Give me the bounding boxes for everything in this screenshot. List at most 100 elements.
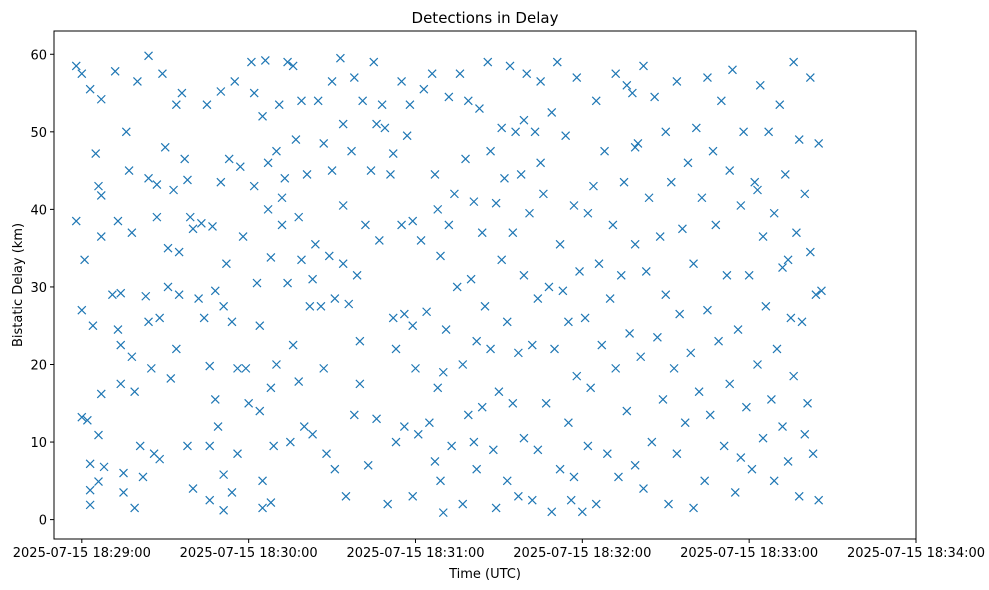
data-point bbox=[533, 294, 543, 303]
data-point bbox=[647, 437, 657, 447]
data-point bbox=[221, 259, 231, 269]
data-point bbox=[789, 57, 799, 67]
data-point bbox=[96, 389, 106, 399]
data-point bbox=[516, 170, 526, 179]
data-point bbox=[319, 363, 329, 373]
data-point bbox=[277, 220, 287, 230]
x-axis-title: Time (UTC) bbox=[448, 567, 521, 582]
data-point bbox=[488, 445, 498, 455]
data-point bbox=[171, 344, 181, 354]
data-point bbox=[338, 259, 348, 269]
data-point bbox=[113, 216, 123, 226]
data-point bbox=[555, 239, 565, 249]
data-point bbox=[121, 127, 131, 137]
data-point bbox=[655, 232, 665, 241]
data-point bbox=[255, 406, 265, 416]
data-point bbox=[722, 270, 732, 280]
data-point bbox=[352, 270, 362, 280]
data-point bbox=[758, 232, 768, 241]
data-point bbox=[146, 363, 156, 373]
data-point bbox=[94, 477, 103, 487]
data-point bbox=[94, 181, 103, 191]
data-point bbox=[205, 441, 215, 451]
data-point bbox=[210, 286, 220, 296]
data-point bbox=[288, 61, 298, 71]
data-point bbox=[266, 498, 276, 507]
data-point bbox=[461, 154, 470, 164]
data-point bbox=[714, 336, 723, 346]
data-point bbox=[522, 69, 532, 79]
data-point bbox=[786, 313, 796, 323]
data-point bbox=[199, 313, 209, 323]
data-point bbox=[266, 253, 276, 262]
data-point bbox=[536, 76, 546, 86]
data-point bbox=[77, 69, 87, 79]
data-point bbox=[708, 146, 718, 156]
data-point bbox=[399, 309, 409, 319]
data-point bbox=[411, 363, 420, 373]
data-point bbox=[586, 383, 596, 393]
data-point bbox=[778, 263, 787, 272]
data-point bbox=[477, 228, 487, 238]
data-point bbox=[96, 190, 106, 200]
data-point bbox=[433, 204, 443, 214]
y-tick-label: 0 bbox=[39, 514, 47, 529]
data-point bbox=[580, 313, 590, 323]
data-point bbox=[792, 228, 801, 238]
x-tick-label: 2025-07-15 18:33:00 bbox=[680, 546, 818, 561]
data-point bbox=[422, 307, 432, 317]
data-point bbox=[227, 488, 237, 497]
data-point bbox=[650, 92, 660, 102]
data-point bbox=[349, 410, 359, 420]
data-point bbox=[630, 142, 640, 152]
data-point bbox=[817, 286, 826, 296]
data-point bbox=[241, 363, 251, 373]
data-point bbox=[525, 208, 534, 218]
data-point bbox=[455, 69, 465, 79]
data-point bbox=[661, 290, 671, 300]
data-point bbox=[77, 412, 87, 422]
data-point bbox=[675, 309, 685, 319]
data-point bbox=[349, 73, 359, 82]
data-point bbox=[627, 88, 637, 98]
data-point bbox=[805, 73, 815, 82]
data-point bbox=[155, 313, 165, 323]
y-tick-label: 60 bbox=[30, 48, 47, 63]
data-point bbox=[547, 108, 557, 117]
data-point bbox=[397, 76, 407, 86]
data-point bbox=[711, 220, 721, 230]
data-point bbox=[408, 491, 418, 501]
data-point bbox=[444, 220, 454, 230]
y-tick-label: 50 bbox=[30, 126, 47, 141]
data-point bbox=[616, 270, 626, 280]
data-point bbox=[274, 100, 284, 110]
data-point bbox=[399, 422, 409, 431]
data-point bbox=[533, 445, 543, 455]
data-point bbox=[550, 344, 559, 354]
data-point bbox=[116, 288, 126, 298]
data-point bbox=[283, 57, 292, 67]
data-point bbox=[569, 472, 579, 482]
data-point bbox=[219, 505, 229, 515]
data-point bbox=[700, 476, 710, 486]
data-point bbox=[619, 177, 629, 187]
data-point bbox=[302, 170, 312, 179]
data-point bbox=[469, 197, 479, 207]
data-point bbox=[205, 361, 215, 371]
data-point bbox=[491, 198, 501, 208]
data-point bbox=[174, 247, 184, 257]
data-point bbox=[188, 484, 198, 494]
data-point bbox=[169, 185, 178, 195]
data-point bbox=[689, 259, 698, 269]
data-point bbox=[764, 127, 774, 137]
data-point bbox=[572, 371, 582, 381]
data-point bbox=[297, 255, 306, 265]
data-point bbox=[338, 201, 348, 210]
data-point bbox=[119, 468, 128, 478]
data-point bbox=[99, 462, 109, 472]
data-point bbox=[716, 96, 726, 106]
data-point bbox=[475, 104, 484, 113]
data-point bbox=[466, 274, 476, 284]
data-point bbox=[369, 57, 379, 67]
